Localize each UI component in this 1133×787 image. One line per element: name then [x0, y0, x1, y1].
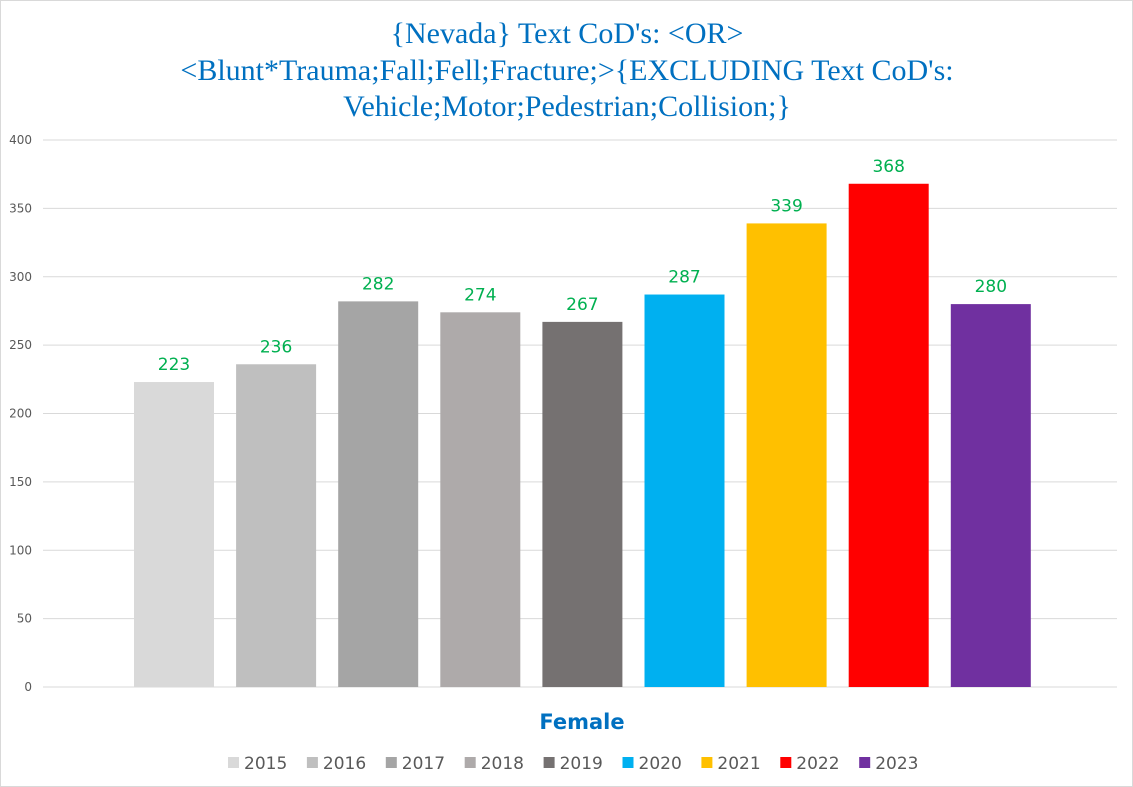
legend-label-2015: 2015: [244, 754, 287, 774]
y-tick-label: 250: [9, 338, 32, 352]
y-tick-label: 0: [24, 680, 32, 694]
legend-swatch-2019: [543, 757, 555, 768]
bar-2017: [338, 301, 419, 687]
x-axis-label: Female: [539, 710, 624, 734]
data-label-2017: 282: [362, 274, 394, 294]
legend-swatch-2017: [385, 757, 397, 768]
legend-label-2018: 2018: [481, 754, 524, 774]
bar-2015: [134, 382, 214, 687]
legend-swatch-2023: [859, 757, 871, 768]
y-tick-label: 350: [9, 201, 32, 215]
legend-label-2016: 2016: [323, 754, 366, 774]
bars: [134, 183, 1031, 688]
data-label-2016: 236: [260, 337, 292, 357]
legend: 2015 2016 2017 2018 2019 2020 2021 2022 2023: [228, 754, 918, 774]
y-tick-label: 200: [9, 407, 32, 421]
bar-2023: [950, 304, 1031, 687]
bar-2022: [848, 183, 929, 687]
chart-title-line-1: {Nevada} Text CoD's: <OR>: [391, 17, 744, 50]
chart-title: {Nevada} Text CoD's: <OR> <Blunt*Trauma;…: [180, 17, 953, 123]
legend-swatch-2018: [464, 757, 476, 768]
legend-label-2023: 2023: [875, 754, 918, 774]
legend-swatch-2020: [622, 757, 634, 768]
bar-2020: [644, 294, 725, 687]
data-label-2022: 368: [872, 157, 904, 177]
legend-label-2019: 2019: [560, 754, 603, 774]
data-label-2015: 223: [158, 355, 190, 375]
y-tick-label: 100: [9, 543, 32, 557]
y-tick-label: 150: [9, 475, 32, 489]
bar-2019: [542, 321, 623, 687]
legend-label-2021: 2021: [717, 754, 760, 774]
y-axis-tick-labels: 0 50 100 150 200 250 300 350 400: [9, 133, 32, 694]
y-tick-label: 50: [17, 612, 32, 626]
y-tick-label: 300: [9, 270, 32, 284]
chart-title-line-2: <Blunt*Trauma;Fall;Fell;Fracture;>{EXCLU…: [180, 54, 953, 87]
legend-swatch-2016: [306, 757, 318, 768]
legend-swatch-2022: [780, 757, 792, 768]
legend-label-2022: 2022: [796, 754, 839, 774]
y-tick-label: 400: [9, 133, 32, 147]
legend-swatch-2021: [701, 757, 713, 768]
data-labels: 223 236 282 274 267 287 339 368 280: [158, 157, 1007, 375]
chart-title-line-3: Vehicle;Motor;Pedestrian;Collision;}: [343, 90, 791, 123]
data-label-2021: 339: [770, 196, 802, 216]
data-label-2020: 287: [668, 268, 700, 288]
data-label-2018: 274: [464, 285, 496, 305]
bar-2021: [746, 223, 827, 688]
bar-2018: [440, 312, 521, 687]
legend-swatch-2015: [228, 757, 239, 768]
legend-label-2017: 2017: [402, 754, 445, 774]
data-label-2023: 280: [975, 277, 1007, 297]
legend-label-2020: 2020: [639, 754, 682, 774]
data-label-2019: 267: [566, 295, 598, 315]
bar-2016: [236, 364, 317, 687]
